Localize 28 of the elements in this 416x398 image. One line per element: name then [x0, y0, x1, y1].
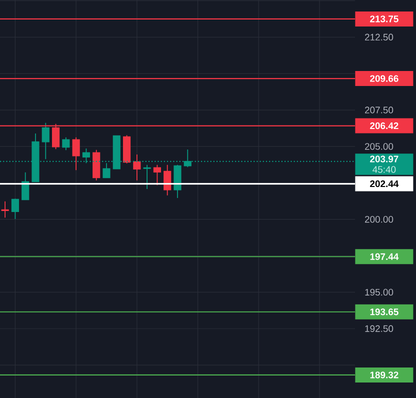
text: 45:40 — [372, 166, 396, 173]
candlestick — [42, 122, 50, 160]
candlestick — [62, 136, 70, 151]
ref-line-label: 197.44 — [370, 253, 399, 260]
ref-line-label: 202.44 — [370, 180, 399, 188]
candlestick — [72, 136, 80, 171]
y-tick-label: 200.00 — [364, 216, 394, 223]
candlestick — [22, 172, 30, 200]
candlestick — [11, 198, 20, 220]
candlestick — [133, 154, 141, 181]
y-tick-label: 192.50 — [365, 325, 394, 332]
ref-line-label: 189.32 — [370, 372, 398, 378]
candlestick — [122, 134, 131, 164]
candlestick — [143, 164, 151, 190]
y-tick-label: 212.50 — [364, 34, 394, 41]
ref-line-label: 213.75 — [370, 16, 398, 22]
candlestick — [92, 149, 100, 181]
candlestick — [1, 200, 9, 218]
y-tick-label: 195.00 — [365, 288, 394, 296]
candlestick — [164, 164, 172, 196]
candlestick — [174, 164, 182, 198]
y-tick-label: 207.50 — [364, 106, 394, 114]
ref-line-label: 209.66 — [370, 75, 398, 82]
ref-line-label: 206.42 — [370, 122, 398, 130]
candlestick — [102, 162, 110, 178]
ref-line-label: 193.65 — [370, 308, 398, 316]
ref-line-label: 203.97 — [370, 156, 398, 162]
y-tick-label: 205.00 — [364, 143, 394, 150]
